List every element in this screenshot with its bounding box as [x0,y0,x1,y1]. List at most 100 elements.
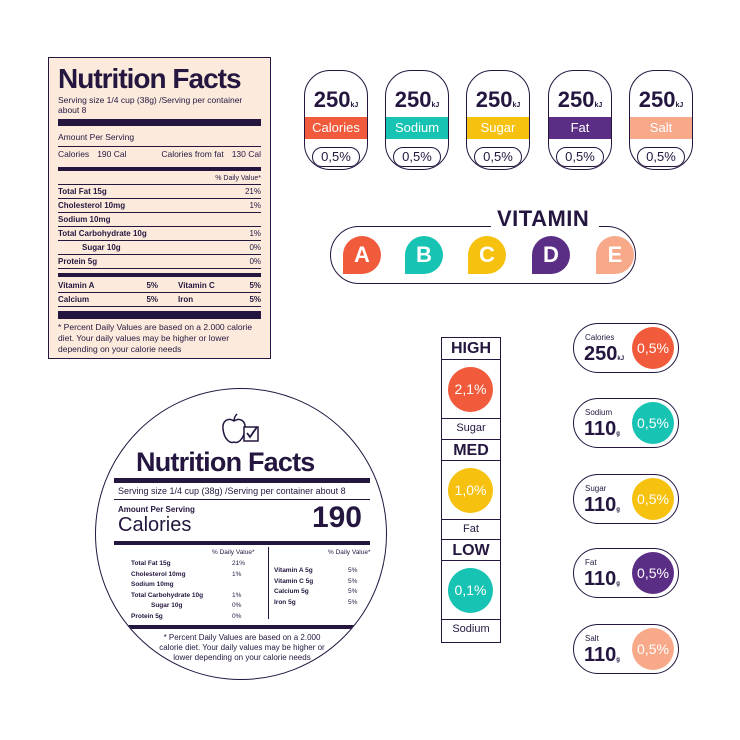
pill-label: Fat [585,558,597,567]
divider [114,478,370,483]
circular-nutrition-label: Nutrition Facts Serving size 1/4 cup (38… [95,388,387,680]
calories-label: Calories [58,149,90,159]
label-title: Nutrition Facts [58,63,242,94]
vitamin-c-icon: C [468,236,506,274]
level-nutrient: Fat [442,519,500,539]
pill-percent: 0,5% [632,478,674,520]
pill-label: Calories [585,333,615,342]
calories-row: Calories 190 Cal Calories from fat 130 C… [58,147,261,163]
circle-calories-label: Calories [118,514,192,536]
circle-nutrient-name: Protein 5g [131,612,163,620]
level-nutrient: Sodium [442,619,500,639]
nutrient-row: Total Carbohydrate 10g 1% [58,227,261,241]
nutrient-row: Sugar 10g 0% [58,241,261,255]
divider [58,146,261,147]
pill-value: 110g [584,418,620,440]
vitamin-a-icon: A [343,236,381,274]
pill-label: Sugar [585,484,607,493]
level-nutrient: Sugar [442,418,500,438]
calories-fat-value: 130 Cal [231,149,261,159]
vitamin-row: Calcium 5% Iron 5% [58,293,261,307]
nutrient-badge: 250kJ Sodium 0,5% [385,70,449,170]
nutrient-badge: 250kJ Calories 0,5% [304,70,368,170]
circle-vitamin-dv: 5% [348,567,358,574]
circle-vitamin-name: Vitamin A 5g [274,567,313,574]
circle-nutrient-name: Sugar 10g [151,602,183,609]
level-heading: MED [442,439,500,461]
badge-percent: 0,5% [474,147,522,167]
pill-value: 250kJ [584,343,625,365]
circle-title: Nutrition Facts [136,447,315,477]
vitamin-title: VITAMIN [497,206,590,231]
badge-percent: 0,5% [393,147,441,167]
circle-nutrient-dv: 0% [232,602,242,609]
nutrient-badge: 250kJ Salt 0,5% [629,70,693,170]
nutrient-pill: Fat 110g 0,5% [573,548,679,598]
badge-label: Sugar [467,117,529,139]
divider [114,499,370,500]
circle-nutrient-name: Sodium 10mg [131,581,174,588]
divider [58,273,261,277]
pill-value: 110g [584,494,620,516]
circle-nutrient-dv: 21% [232,560,246,567]
divider [114,541,370,545]
pill-value: 110g [584,644,620,666]
pill-percent: 0,5% [632,628,674,670]
circle-dv-header: % Daily Value* [212,549,255,556]
circle-dv-header: % Daily Value* [328,549,371,556]
level-heading: LOW [442,539,500,561]
badge-label: Calories [305,117,367,139]
level-heading: HIGH [442,338,500,360]
nutrient-pill: Sugar 110g 0,5% [573,474,679,524]
badge-value: 250kJ [638,87,684,112]
nutrient-pill: Calories 250kJ 0,5% [573,323,679,373]
badge-percent: 0,5% [637,147,685,167]
circle-serving: Serving size 1/4 cup (38g) /Serving per … [118,486,346,496]
circle-nutrient-name: Cholesterol 10mg [131,570,186,578]
vitamin-b-icon: B [405,236,443,274]
nutrient-pill: Salt 110g 0,5% [573,624,679,674]
label-footnote: * Percent Daily Values are based on a 2.… [58,322,253,354]
circle-footnote: * Percent Daily Values are based on a 2.… [159,633,325,662]
pill-value: 110g [584,568,620,590]
nutrient-badge: 250kJ Sugar 0,5% [466,70,530,170]
divider [58,311,261,319]
pill-percent: 0,5% [632,552,674,594]
calories-value: 190 Cal [97,149,127,159]
daily-value-header: % Daily Value* [58,173,261,185]
badge-percent: 0,5% [312,147,360,167]
vitamin-row: Vitamin A 5% Vitamin C 5% [58,279,261,293]
divider [58,167,261,171]
badge-label: Salt [630,117,692,139]
nutrient-row: Protein 5g 0% [58,255,261,269]
circle-amount-per-serving: Amount Per Serving [118,505,195,514]
badge-value: 250kJ [475,87,521,112]
level-percent: 0,1% [448,568,493,613]
circle-vitamin-name: Calcium 5g [274,588,309,595]
circle-nutrient-dv: 0% [232,612,242,620]
circle-vitamin-name: Iron 5g [274,598,296,606]
nutrition-label: Nutrition Facts Serving size 1/4 cup (38… [48,57,271,359]
badge-percent: 0,5% [556,147,604,167]
circle-vitamin-dv: 5% [348,588,358,595]
badge-value: 250kJ [313,87,359,112]
nutrient-row: Cholesterol 10mg 1% [58,199,261,213]
badge-label: Fat [549,117,611,139]
divider [114,625,370,629]
circle-calories-value: 190 [311,501,362,534]
pill-label: Sodium [585,408,613,417]
level-percent: 1,0% [448,468,493,513]
vitamin-d-icon: D [532,236,570,274]
circle-vitamin-dv: 5% [348,577,358,585]
circle-nutrient-dv: 1% [232,591,242,599]
divider [58,119,261,126]
badge-value: 250kJ [557,87,603,112]
level-bar: HIGH 2,1% Sugar MED 1,0% Fat LOW 0,1% Sodium [441,337,501,643]
badge-label: Sodium [386,117,448,139]
nutrient-row: Total Fat 15g 21% [58,185,261,199]
label-serving: Serving size 1/4 cup (38g) /Serving per … [58,95,243,115]
pill-label: Salt [585,634,599,643]
calories-fat-label: Calories from fat [161,149,224,159]
circle-vitamin-dv: 5% [348,598,358,606]
vitamin-e-icon: E [596,236,634,274]
